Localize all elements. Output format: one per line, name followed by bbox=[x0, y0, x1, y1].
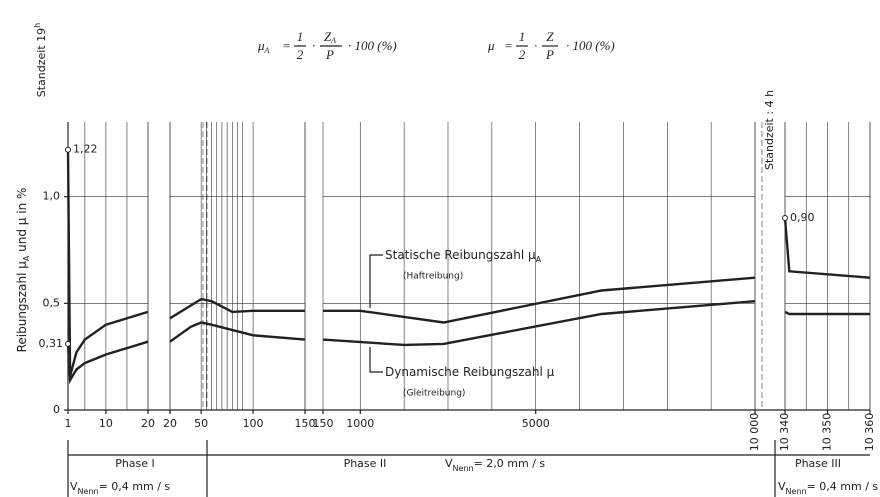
standzeit-label: Standzeit : 4 h bbox=[763, 90, 776, 170]
series-name: Statische Reibungszahl μA bbox=[385, 248, 542, 264]
phase-speed: VNenn= 0,4 mm / s bbox=[778, 480, 878, 496]
speed-v: V bbox=[445, 457, 453, 470]
formula-eq: = bbox=[282, 38, 291, 53]
series-note: (Gleitreibung) bbox=[403, 389, 465, 399]
series-line bbox=[323, 276, 756, 324]
series-line bbox=[66, 149, 149, 377]
formula-den: P bbox=[545, 47, 554, 62]
leader-line bbox=[369, 347, 383, 373]
series-line bbox=[169, 297, 305, 320]
speed-value: = 0,4 mm / s bbox=[99, 480, 171, 493]
x-tick-label: 10 bbox=[99, 417, 113, 430]
leader-line bbox=[369, 254, 383, 308]
phase-speed: VNenn= 0,4 mm / s bbox=[70, 480, 170, 496]
series-line bbox=[66, 340, 149, 385]
x-tick-label: 10 340 bbox=[778, 413, 791, 452]
formula-lhs: μA bbox=[257, 38, 270, 55]
x-tick-label: 10 350 bbox=[821, 413, 834, 452]
value-marker bbox=[65, 340, 71, 347]
phase-speed: VNenn= 2,0 mm / s bbox=[445, 457, 545, 473]
speed-value: = 0,4 mm / s bbox=[807, 480, 879, 493]
x-tick-label: 10 000 bbox=[748, 413, 761, 452]
speed-v: V bbox=[778, 480, 786, 493]
series-line bbox=[169, 321, 306, 343]
series-name-sub: A bbox=[536, 255, 542, 264]
speed-sub: Nenn bbox=[78, 487, 99, 496]
x-tick-label: 150 bbox=[313, 417, 334, 430]
formula-num: 1 bbox=[297, 29, 304, 44]
value-label: 1,22 bbox=[73, 143, 98, 156]
formula-lhs: μ bbox=[487, 38, 495, 53]
speed-v: V bbox=[70, 480, 78, 493]
formula-num: ZA bbox=[324, 29, 336, 45]
value-marker bbox=[65, 146, 71, 153]
standzeit-label: Standzeit 19h bbox=[33, 23, 49, 97]
y-tick-label: 0,5 bbox=[43, 296, 61, 309]
formula-num: Z bbox=[546, 29, 554, 44]
value-label: 0,90 bbox=[790, 211, 815, 224]
speed-value: = 2,0 mm / s bbox=[474, 457, 546, 470]
x-tick-label: 20 bbox=[141, 417, 155, 430]
y-tick-label: 1,0 bbox=[43, 190, 61, 203]
formula-dot: · bbox=[534, 38, 537, 53]
formula-num: 1 bbox=[519, 29, 526, 44]
series-name-text: Dynamische Reibungszahl μ bbox=[385, 365, 555, 379]
series-line bbox=[783, 217, 871, 279]
x-tick-label: 150 bbox=[295, 417, 316, 430]
x-tick-label: 10 360 bbox=[863, 413, 876, 452]
formula-static: μA = 1 2 · ZA P · 100 (%) bbox=[257, 29, 397, 62]
y-tick-label: 0 bbox=[53, 403, 60, 416]
formula-dot: · bbox=[312, 38, 315, 53]
speed-sub: Nenn bbox=[453, 464, 474, 473]
x-tick-label: 50 bbox=[194, 417, 208, 430]
formula-den: 2 bbox=[297, 47, 304, 62]
x-tick-label: 1 bbox=[65, 417, 72, 430]
formula-tail: · 100 (%) bbox=[348, 38, 397, 53]
formula-dynamic: μ = 1 2 · Z P · 100 (%) bbox=[487, 29, 615, 62]
value-label: 0,31 bbox=[39, 337, 64, 350]
y-axis-label: Reibungszahl μA und μ in % bbox=[15, 188, 31, 353]
formula-den: P bbox=[325, 47, 334, 62]
x-tick-label: 5000 bbox=[522, 417, 550, 430]
speed-sub: Nenn bbox=[786, 487, 807, 496]
series-name-text: Statische Reibungszahl μ bbox=[385, 248, 536, 262]
formula-tail: · 100 (%) bbox=[566, 38, 615, 53]
x-tick-label: 100 bbox=[243, 417, 264, 430]
series-line bbox=[784, 310, 870, 316]
phase-label: Phase III bbox=[795, 457, 841, 470]
series-note: (Haftreibung) bbox=[403, 272, 463, 282]
series-line bbox=[322, 300, 756, 347]
phase-label: Phase II bbox=[344, 457, 387, 470]
formula-eq: = bbox=[504, 38, 513, 53]
series-name: Dynamische Reibungszahl μ bbox=[385, 365, 555, 379]
x-tick-label: 1000 bbox=[346, 417, 374, 430]
formula-den: 2 bbox=[519, 47, 526, 62]
phase-label: Phase I bbox=[115, 457, 155, 470]
x-tick-label: 20 bbox=[163, 417, 177, 430]
value-marker bbox=[782, 215, 788, 221]
